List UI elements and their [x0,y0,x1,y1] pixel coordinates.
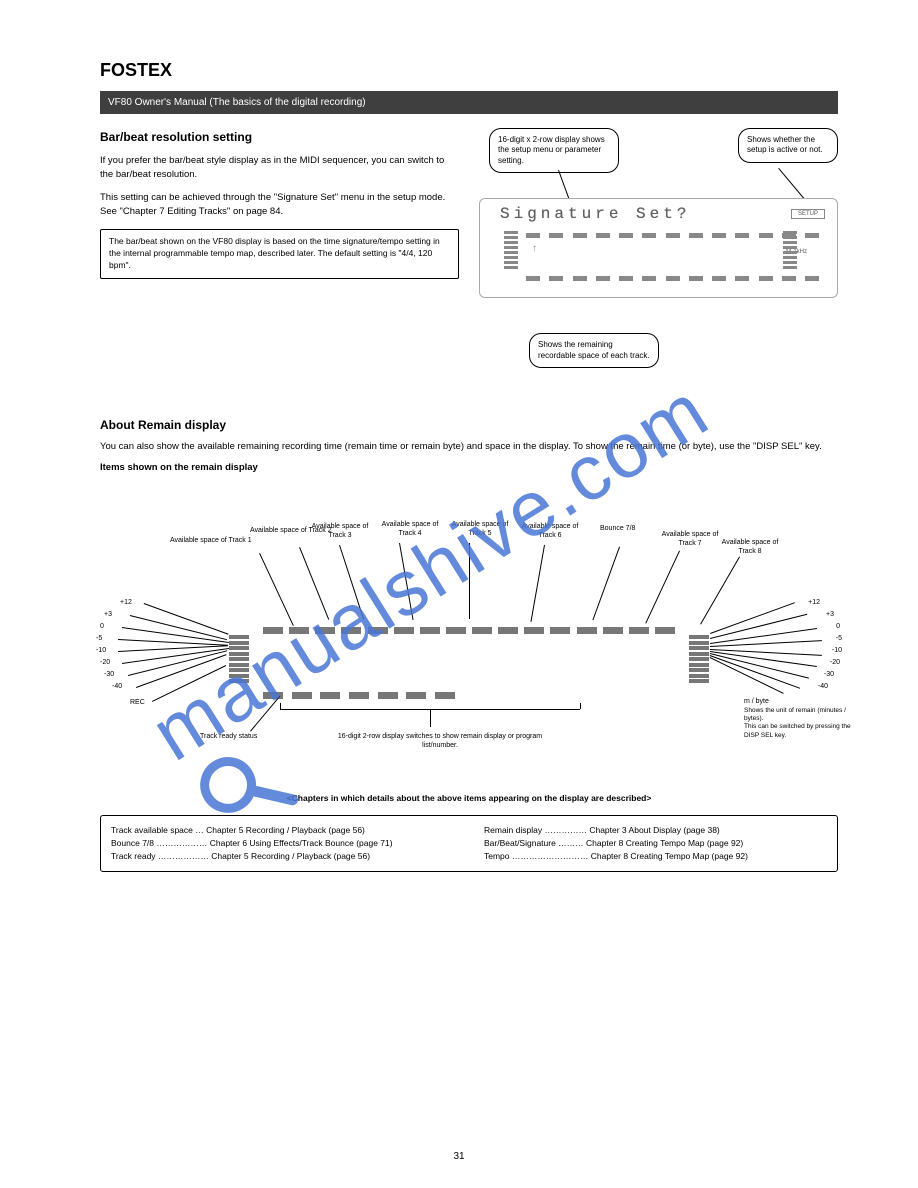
callout-top-right: Shows whether the setup is active or not… [738,128,838,163]
chapters-box: Track available space … Chapter 5 Record… [100,815,838,871]
lcd-bar-area: ↑ [504,233,797,281]
diag-label: -10 [832,647,842,655]
diag-heading: Items shown on the remain display [100,462,838,473]
diag-label: 16-digit 2-row display switches to show … [320,733,560,750]
diag-label: -20 [100,659,110,667]
para2: This setting can be achieved through the… [100,191,459,220]
chapter-item: Bounce 7/8 ……………… Chapter 6 Using Effect… [111,837,454,850]
diag-label: Available space of Track 7 [660,531,720,548]
info-panel: The bar/beat shown on the VF80 display i… [100,229,459,279]
diag-label: +3 [826,611,834,619]
diag-label: -40 [818,683,828,691]
diag-label: Track ready status [200,733,257,741]
diag-label: +12 [120,599,132,607]
diag-label: 0 [836,623,840,631]
heading-barbeat: Bar/beat resolution setting [100,128,459,146]
diag-label: +12 [808,599,820,607]
diag-label: -30 [104,671,114,679]
diag-label: -5 [836,635,842,643]
diag-label: Available space of Track 1 [170,537,252,545]
page-number: 31 [453,1151,464,1162]
callout-bottom: Shows the remaining recordable space of … [529,333,659,368]
chapter-item: Remain display …………… Chapter 3 About Dis… [484,824,827,837]
diag-label: 0 [100,623,104,631]
lcd-text: Signature Set? [500,205,690,223]
lcd-setup-indicator: SETUP [791,209,825,219]
diag-label: Bounce 7/8 [600,525,635,533]
section-title-bar: VF80 Owner's Manual (The basics of the d… [100,91,838,114]
diag-label: -30 [824,671,834,679]
diag-label: Available space of Track 8 [720,539,780,556]
diag-label: Available space of Track 4 [380,521,440,538]
chapter-item: Tempo ……………………… Chapter 8 Creating Tempo… [484,850,827,863]
diag-label: Available space of Track 5 [450,521,510,538]
callout-top-left: 16-digit x 2-row display shows the setup… [489,128,619,173]
para1: If you prefer the bar/beat style display… [100,154,459,183]
chapter-item: Track available space … Chapter 5 Record… [111,824,454,837]
para-remain: You can also show the available remainin… [100,440,838,454]
chapters-heading: <Chapters in which details about the abo… [100,793,838,803]
diag-label: REC [130,699,145,707]
lcd-panel: Signature Set? SETUP 44.1kHz [479,198,838,298]
brand-logo: FOSTEX [100,60,838,81]
diag-label: -10 [96,647,106,655]
diag-label: -40 [112,683,122,691]
diag-label: Available space of Track 6 [520,523,580,540]
diag-label: -20 [830,659,840,667]
chapter-item: Bar/Beat/Signature ……… Chapter 8 Creatin… [484,837,827,850]
arrow-icon: ↑ [532,243,537,254]
diag-label: +3 [104,611,112,619]
diag-label: m / byte Shows the unit of remain (minut… [744,698,854,740]
chapter-item: Track ready ……………… Chapter 5 Recording /… [111,850,454,863]
heading-remain: About Remain display [100,418,838,432]
diag-label: -5 [96,635,102,643]
diag-label: Available space of Track 3 [310,523,370,540]
remain-diagram: Available space of Track 1 Available spa… [100,533,838,793]
